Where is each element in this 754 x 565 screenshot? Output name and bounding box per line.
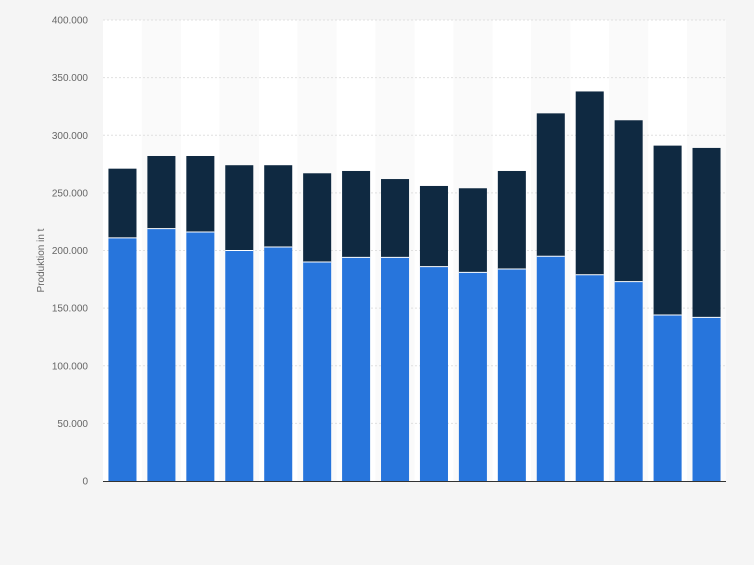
bar-series0-4[interactable] xyxy=(264,247,293,481)
bar-series1-0[interactable] xyxy=(108,168,137,238)
bar-series1-4[interactable] xyxy=(264,165,293,248)
bar-series1-12[interactable] xyxy=(575,91,604,275)
bar-series1-13[interactable] xyxy=(614,120,643,282)
bar-series0-7[interactable] xyxy=(381,257,410,481)
y-tick-label-0: 0 xyxy=(82,477,88,488)
bar-series1-6[interactable] xyxy=(342,170,371,258)
bars xyxy=(108,91,721,482)
y-tick-label-5: 250.000 xyxy=(52,188,89,199)
bar-series1-7[interactable] xyxy=(381,179,410,258)
bar-series0-2[interactable] xyxy=(186,232,215,481)
bar-series0-13[interactable] xyxy=(614,281,643,481)
bar-series1-1[interactable] xyxy=(147,155,176,229)
y-axis-title: Produktion in t xyxy=(36,228,47,292)
bar-series1-15[interactable] xyxy=(692,147,721,318)
bar-series0-12[interactable] xyxy=(575,274,604,481)
bar-series1-8[interactable] xyxy=(419,185,448,267)
bar-series0-3[interactable] xyxy=(225,250,254,482)
y-tick-label-1: 50.000 xyxy=(57,419,88,430)
y-tick-label-7: 350.000 xyxy=(52,73,89,84)
bar-series0-14[interactable] xyxy=(653,315,682,481)
bar-series0-5[interactable] xyxy=(303,262,332,481)
bar-series0-11[interactable] xyxy=(536,256,565,481)
y-tick-label-2: 100.000 xyxy=(52,361,89,372)
bar-series1-11[interactable] xyxy=(536,113,565,257)
bar-series1-14[interactable] xyxy=(653,145,682,316)
bar-series0-10[interactable] xyxy=(497,268,526,481)
bar-series0-0[interactable] xyxy=(108,237,137,481)
bar-series1-3[interactable] xyxy=(225,165,254,251)
y-tick-label-8: 400.000 xyxy=(52,16,89,27)
bar-series0-6[interactable] xyxy=(342,257,371,481)
bar-series0-15[interactable] xyxy=(692,317,721,481)
bar-series0-8[interactable] xyxy=(419,266,448,481)
bar-series1-10[interactable] xyxy=(497,170,526,269)
bar-series1-2[interactable] xyxy=(186,155,215,233)
bar-series1-5[interactable] xyxy=(303,173,332,263)
bar-series0-1[interactable] xyxy=(147,228,176,481)
bar-series0-9[interactable] xyxy=(458,272,487,481)
bar-series1-9[interactable] xyxy=(458,188,487,273)
y-tick-label-4: 200.000 xyxy=(52,246,89,257)
y-axis-ticks: 0 50.000 100.000 150.000 200.000 250.000 300.0… xyxy=(52,16,89,488)
y-tick-label-3: 150.000 xyxy=(52,304,89,315)
y-tick-label-6: 300.000 xyxy=(52,131,89,142)
